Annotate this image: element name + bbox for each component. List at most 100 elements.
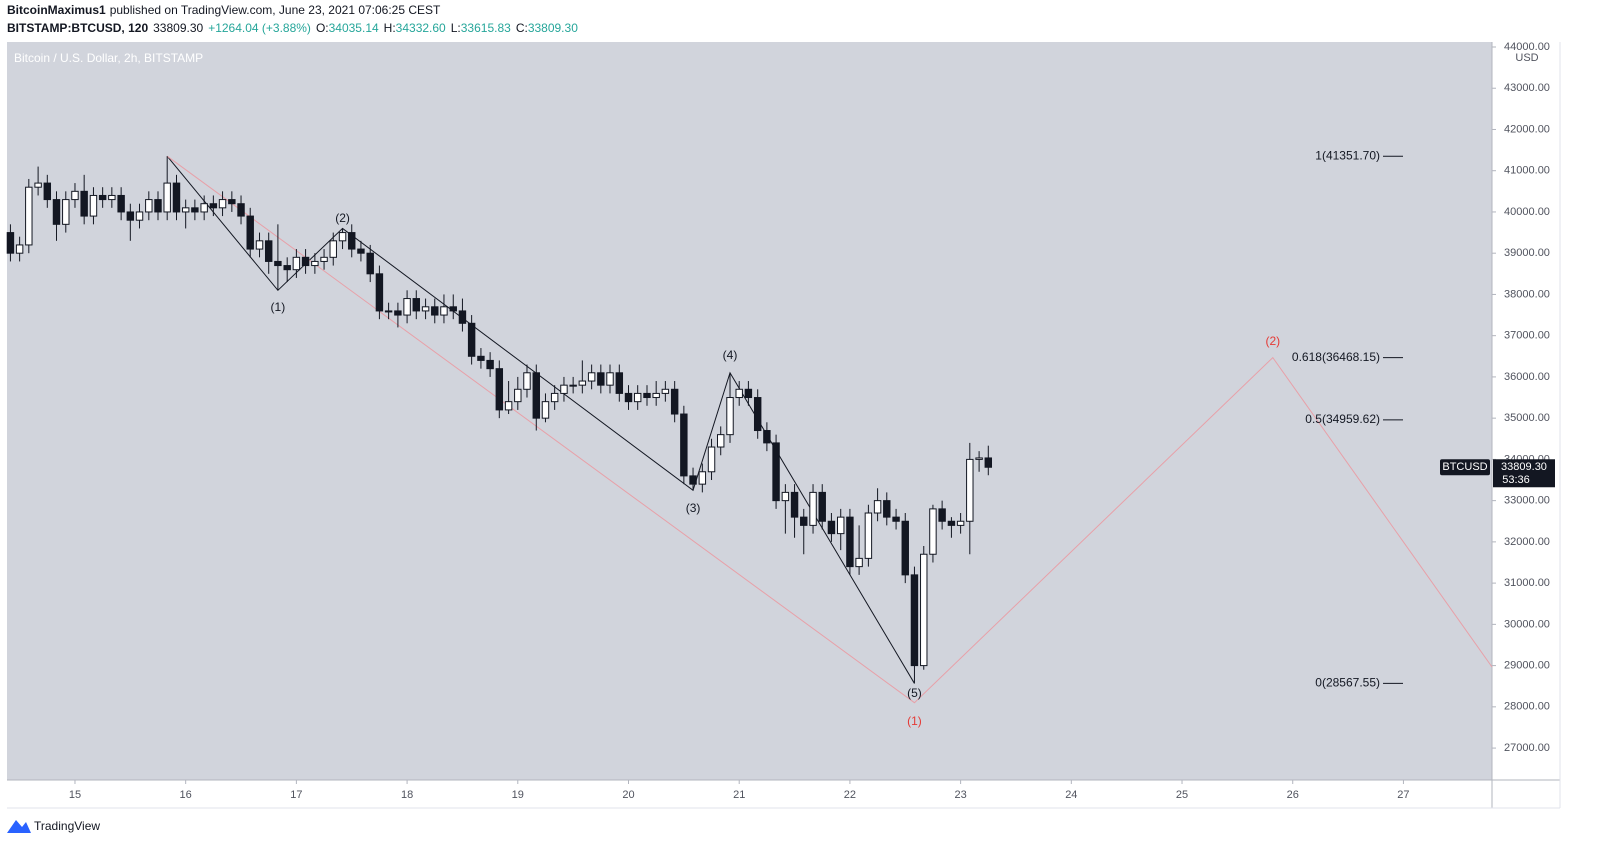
- candle-body: [329, 240, 337, 258]
- fib-label: 0.618(36468.15): [1292, 350, 1380, 364]
- y-tick-label: 32000.00: [1504, 536, 1550, 548]
- candle-body: [984, 457, 993, 468]
- candle-body: [458, 310, 467, 324]
- x-tick-label: 19: [512, 789, 524, 801]
- wave-label: (3): [686, 501, 701, 515]
- last-price: 33809.30: [153, 21, 203, 35]
- candle-body: [698, 471, 707, 485]
- x-tick-label: 23: [954, 789, 966, 801]
- ohlc-label: L:: [451, 21, 461, 35]
- y-tick-label: 36000.00: [1504, 371, 1550, 383]
- candle-body: [541, 401, 550, 419]
- ohlc-label: H:: [384, 21, 396, 35]
- candle-body: [827, 520, 836, 535]
- candle-body: [108, 194, 116, 201]
- fib-label: 0.5(34959.62): [1305, 412, 1380, 426]
- y-tick-label: 44000.00: [1504, 41, 1550, 53]
- wave-label: (2): [1265, 334, 1280, 348]
- candle-body: [707, 446, 716, 473]
- candle-body: [717, 434, 725, 448]
- x-tick-label: 26: [1287, 789, 1299, 801]
- candle-body: [550, 392, 559, 403]
- candle-body: [384, 310, 393, 313]
- change: +1264.04 (+3.88%): [208, 21, 311, 35]
- x-tick-label: 15: [69, 789, 81, 801]
- candle-body: [587, 372, 596, 382]
- wave-line: [166, 155, 1493, 704]
- candle-body: [126, 211, 135, 221]
- y-tick-label: 28000.00: [1504, 701, 1550, 713]
- x-tick-label: 27: [1397, 789, 1409, 801]
- candle-body: [421, 306, 430, 312]
- candle-body: [744, 388, 753, 399]
- candle-body: [504, 401, 513, 411]
- ohlc-value: 34332.60: [396, 21, 446, 35]
- candle-body: [172, 182, 181, 213]
- y-tick-label: 40000.00: [1504, 206, 1550, 218]
- candle-body: [375, 273, 384, 312]
- x-tick-label: 17: [290, 789, 302, 801]
- symbol-tag: [1440, 459, 1490, 476]
- candle-body: [366, 252, 374, 275]
- x-tick-label: 24: [1065, 789, 1077, 801]
- candle-body: [920, 553, 928, 667]
- ohlc-label: C:: [516, 21, 528, 35]
- y-tick-label: 30000.00: [1504, 618, 1550, 630]
- candle-body: [633, 392, 642, 403]
- candle-body: [818, 491, 826, 522]
- y-tick-label: 39000.00: [1504, 247, 1550, 259]
- countdown: 53:36: [1502, 474, 1530, 486]
- candle-body: [800, 516, 808, 526]
- candle-body: [80, 190, 88, 217]
- candle-body: [449, 306, 457, 312]
- candle-body: [615, 372, 624, 394]
- fib-label: 0(28567.55): [1315, 676, 1380, 690]
- x-tick-label: 18: [401, 789, 413, 801]
- candle-body: [680, 413, 688, 477]
- x-tick-label: 21: [733, 789, 745, 801]
- candle-body: [560, 384, 568, 394]
- candle-body: [357, 248, 365, 254]
- chart-subtitle: Bitcoin / U.S. Dollar, 2h, BITSTAMP: [14, 51, 203, 65]
- wave-label: (5): [907, 686, 922, 700]
- ohlc-label: O:: [316, 21, 329, 35]
- candle-body: [62, 199, 70, 225]
- candle-body: [98, 194, 107, 201]
- candle-body: [809, 491, 817, 526]
- x-tick-label: 20: [622, 789, 634, 801]
- candle-body: [670, 388, 679, 415]
- candle-body: [135, 211, 144, 221]
- candle-body: [910, 574, 919, 667]
- candle-body: [467, 322, 476, 357]
- candle-body: [883, 500, 891, 518]
- y-tick-label: 33000.00: [1504, 495, 1550, 507]
- candle-body: [837, 516, 845, 535]
- candle-body: [191, 207, 199, 213]
- candle-body: [218, 199, 227, 209]
- plot-area: [7, 42, 1492, 780]
- candle-body: [597, 372, 605, 386]
- candle-body: [403, 298, 411, 316]
- logo: TradingView: [7, 819, 100, 833]
- ohlc-value: 34035.14: [329, 21, 379, 35]
- candle-body: [873, 500, 882, 514]
- candle-body: [486, 359, 494, 370]
- candle-body: [966, 458, 974, 522]
- y-tick-label: 38000.00: [1504, 288, 1550, 300]
- candle-body: [956, 520, 965, 526]
- candle-body: [532, 372, 540, 419]
- candle-body: [145, 199, 153, 213]
- wave-label: (4): [723, 348, 738, 362]
- wave-label: (1): [907, 714, 922, 728]
- candle-body: [89, 194, 98, 217]
- y-unit: USD: [1515, 52, 1538, 64]
- y-tick-label: 43000.00: [1504, 82, 1550, 94]
- x-tick-label: 25: [1176, 789, 1188, 801]
- candle-body: [643, 392, 651, 399]
- y-tick-label: 27000.00: [1504, 742, 1550, 754]
- candle-body: [523, 372, 531, 390]
- candle-body: [348, 232, 356, 250]
- symbol-tag-text: BTCUSD: [1442, 461, 1487, 473]
- candle-body: [283, 265, 291, 271]
- candle-body: [901, 520, 909, 576]
